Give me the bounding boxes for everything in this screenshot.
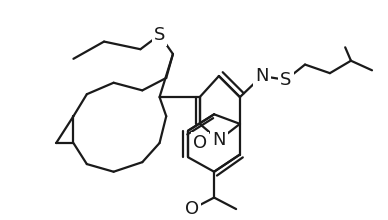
Text: N: N [212, 131, 226, 149]
Text: S: S [154, 26, 165, 44]
Text: O: O [185, 200, 199, 218]
Text: S: S [280, 71, 291, 89]
Text: N: N [255, 67, 269, 85]
Text: O: O [193, 134, 207, 152]
